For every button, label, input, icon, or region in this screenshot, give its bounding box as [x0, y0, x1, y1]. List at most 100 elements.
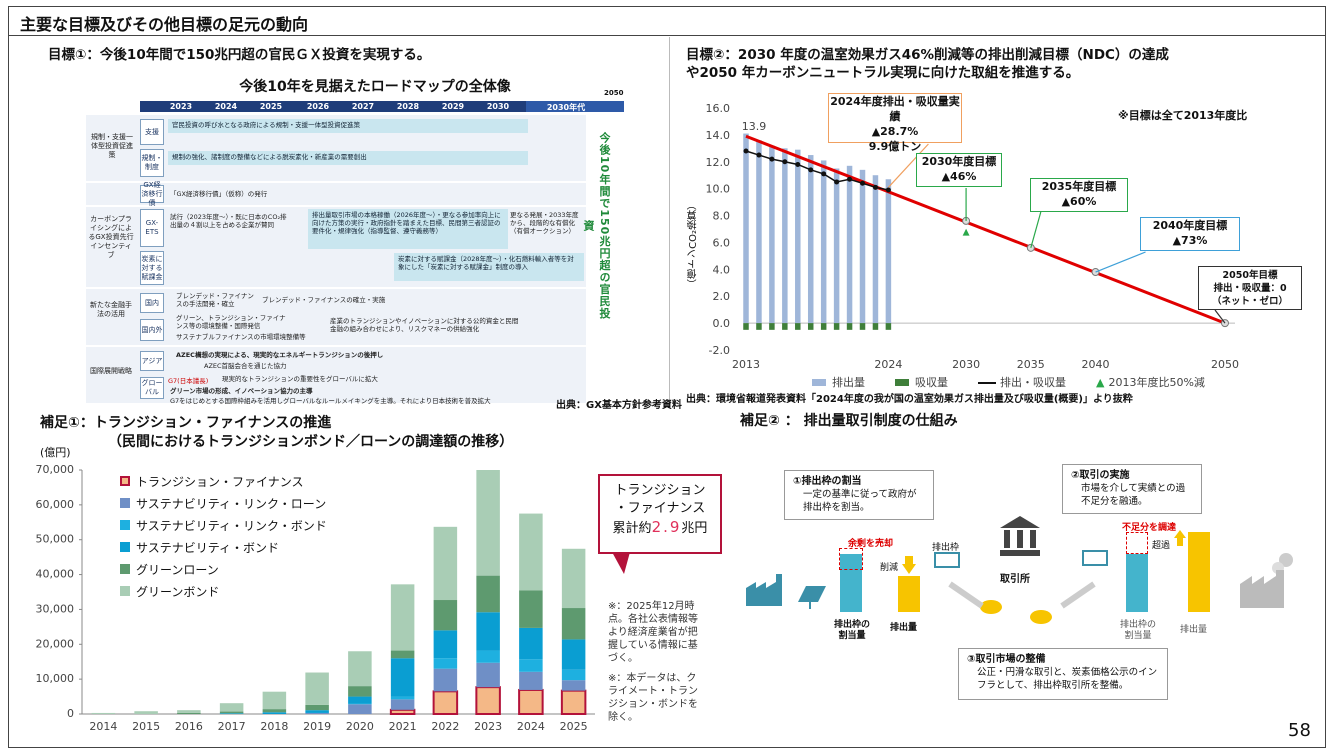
finance-bar-segment: [348, 703, 372, 705]
finance-bar-segment: [91, 712, 116, 714]
callout-2050-title: 2050年目標: [1222, 270, 1278, 281]
legend-item: グリーンボンド: [120, 580, 327, 602]
emissions-legend: 排出量 吸収量 排出・吸収量 ▲ 2013年度比50%減: [812, 374, 1205, 390]
finance-bar-segment: [390, 650, 415, 659]
finance-bar-segment: [519, 590, 543, 628]
finance-callout-line1: トランジション: [614, 483, 706, 498]
y-tick-label: 16.0: [706, 102, 731, 115]
emissions-note: ※目標は全て2013年度比: [1118, 109, 1248, 122]
absorption-bar: [769, 323, 775, 330]
trade-arrow-icon: [1058, 580, 1098, 610]
item-ets-trial: 試行（2023年度～）・既に日本のCO₂排出量の４割以上を占める企業が賛同: [170, 213, 287, 229]
finance-callout: トランジション ・ファイナンス 累計約2.9兆円: [598, 474, 722, 554]
emit-label-left: 排出量: [890, 623, 918, 633]
alloc-label-left: 排出枠の割当量: [834, 620, 871, 641]
legend-fifty: ▲ 2013年度比50%減: [1096, 376, 1205, 389]
alloc-surplus-dash: [839, 548, 863, 570]
year-2024: 2024: [214, 102, 238, 111]
item-fin2: グリーン、トランジション・ファイナンス等の環境整備・国際発信: [176, 314, 286, 330]
year-bar: [140, 101, 590, 112]
y-tick-label: 0: [67, 707, 74, 720]
down-arrow-icon: [902, 556, 916, 574]
alloc-shortage-dash: [1126, 532, 1148, 554]
legend-item: サステナビリティ・ボンド: [120, 536, 327, 558]
surplus-label: 余剰を売却: [848, 539, 894, 549]
allowance-ticket-icon: [1082, 550, 1108, 566]
x-tick-label: 2020: [346, 720, 374, 733]
finance-bar-segment: [348, 686, 372, 697]
alloc-box: ①排出枠の割当 一定の基準に従って政府が排出枠を割当。: [784, 470, 934, 520]
emit-bar-left: [898, 576, 920, 612]
finance-bar-segment: [476, 575, 500, 613]
item-support: 官民投資の呼び水となる政府による規制・支援一体型投資促進策: [168, 119, 528, 133]
roadmap-title: 今後10年を見据えたロードマップの全体像: [239, 79, 511, 95]
cell-support: 支援: [140, 119, 164, 145]
alloc-bar-left: [840, 554, 862, 612]
cell-asia: アジア: [140, 351, 164, 371]
year-2026: 2026: [306, 102, 330, 111]
trade-arrow-icon: [946, 580, 986, 610]
absorption-bar: [795, 323, 801, 330]
callout-2050-sub: （ネット・ゼロ）: [1211, 296, 1288, 307]
cell-global: グローバル: [140, 377, 164, 399]
net-emission-point: [756, 152, 762, 158]
legend-emission: 排出量: [812, 374, 865, 390]
emission-bar: [782, 148, 788, 324]
item-asia: AZEC構想の実現による、現実的なエネルギートランジションの後押し: [176, 351, 384, 359]
y-tick-label: 0.0: [713, 317, 731, 330]
finance-bar-segment: [348, 696, 372, 704]
emission-bar: [756, 140, 762, 324]
coin-icon: [980, 600, 1002, 614]
callout-2030-pct: ▲46%: [941, 170, 977, 183]
finance-bar-segment: [177, 710, 201, 713]
finance-callout-line3: 累計約2.9兆円: [612, 518, 708, 536]
trade-box-title: ②取引の実施: [1071, 470, 1130, 481]
item-regulation: 規制の強化、諸制度の整備などによる脱炭素化・新産業の需要創出: [168, 151, 528, 165]
absorption-bar: [820, 323, 827, 330]
solar-panel-icon: [794, 582, 828, 610]
x-tick-label: 2025: [560, 720, 588, 733]
finance-bar-segment: [390, 658, 415, 697]
group-label-1: 規制・支援一体型投資促進策: [91, 133, 133, 159]
callout-2040-pct: ▲73%: [1172, 234, 1208, 247]
alloc-bar-right: [1126, 554, 1148, 612]
x-tick-label: 2022: [431, 720, 459, 733]
emission-bar: [743, 133, 749, 324]
group-label-4: 新たな金融手法の活用: [90, 301, 132, 318]
group-label-3: カーボンプライシングによるGX投資先行インセンティブ: [88, 215, 134, 259]
finance-bar-segment: [519, 659, 543, 672]
net-emission-point: [821, 171, 827, 177]
finance-legend: トランジション・ファイナンス サステナビリティ・リンク・ローン サステナビリティ…: [120, 470, 327, 602]
cell-domestic: 国内: [140, 293, 164, 313]
finance-bar-segment: [262, 691, 287, 710]
y-tick-label: 30,000: [36, 602, 75, 615]
absorption-bar: [833, 323, 840, 330]
excess-label: 超過: [1152, 541, 1171, 551]
finance-bar-segment: [389, 708, 416, 715]
trade-box-text: 市場を介して実績との過不足分を融通。: [1081, 483, 1186, 507]
item-ets-main: 排出量取引市場の本格稼働（2026年度～）・更なる参加率向上に向けた方策の実行・…: [308, 209, 508, 249]
callout-2050-value: 排出・吸収量：0: [1213, 283, 1287, 294]
year-2030: 2030: [486, 102, 510, 111]
emission-bar: [820, 160, 827, 324]
callout-2050: 2050年目標 排出・吸収量：0 （ネット・ゼロ）: [1198, 266, 1302, 310]
year-2023: 2023: [169, 102, 193, 111]
net-emission-point: [743, 148, 749, 154]
callout-2024-title: 2024年度排出・吸収量実績: [830, 95, 960, 123]
goal1-source: 出典：GX基本方針参考資料: [556, 400, 682, 411]
x-tick-label: 2040: [1082, 358, 1110, 371]
absorption-bar: [807, 323, 814, 330]
item-asia2: AZEC首脳会合を通じた協力: [204, 362, 287, 370]
year-bar-end: [526, 101, 624, 112]
finance-callout-line2: ・ファイナンス: [614, 501, 706, 516]
item-levy: 炭素に対する賦課金（2028年度～）・化石燃料輸入者等を対象にした「炭素に対する…: [394, 253, 584, 281]
y-tick-label: 20,000: [36, 637, 75, 650]
goal1-heading: 目標①：今後10年間で150兆円超の官民ＧＸ投資を実現する。: [48, 47, 431, 63]
y-tick-label: 12.0: [706, 156, 731, 169]
callout-2040: 2040年度目標 ▲73%: [1140, 217, 1240, 251]
mechanism-diagram: ①排出枠の割当 一定の基準に従って政府が排出枠を割当。 ②取引の実施 市場を介し…: [740, 440, 1310, 710]
item-ets-further: 更なる発展・2033年度から、段階的な有償化（有償オークション）: [510, 211, 579, 235]
first-value-label: 13.9: [742, 120, 767, 133]
x-tick-label: 2018: [260, 720, 288, 733]
goal2-heading-2: や2050 年カーボンニュートラル実現に向けた取組を推進する。: [686, 65, 1080, 81]
